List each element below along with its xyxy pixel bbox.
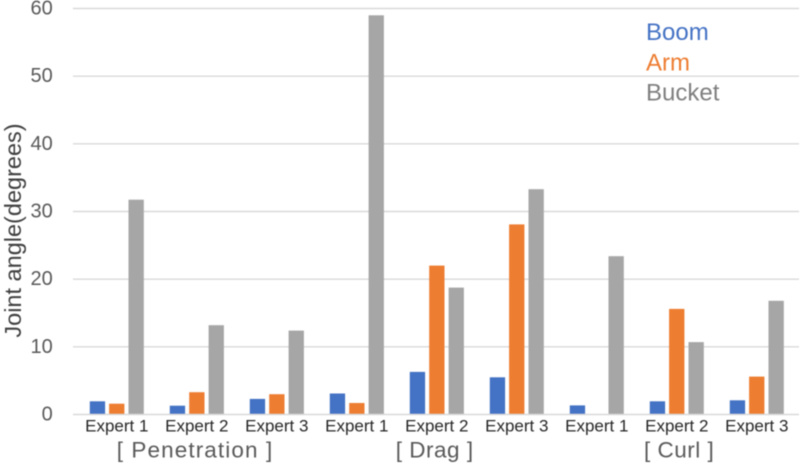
svg-text:Expert 2: Expert 2 [405, 417, 468, 436]
svg-text:0: 0 [42, 404, 53, 426]
svg-text:[ Penetration ]: [ Penetration ] [117, 438, 274, 463]
svg-text:Expert 3: Expert 3 [725, 417, 788, 436]
svg-text:20: 20 [31, 268, 53, 290]
svg-text:Expert 2: Expert 2 [165, 417, 228, 436]
svg-text:40: 40 [31, 133, 53, 155]
svg-text:Expert 3: Expert 3 [485, 417, 548, 436]
svg-text:Expert 1: Expert 1 [85, 417, 148, 436]
svg-text:[ Drag ]: [ Drag ] [396, 438, 474, 463]
svg-text:Expert 3: Expert 3 [245, 417, 308, 436]
svg-text:60: 60 [31, 0, 53, 20]
svg-text:Expert 1: Expert 1 [325, 417, 388, 436]
svg-text:Joint angle(degrees): Joint angle(degrees) [0, 123, 26, 337]
svg-text:Expert 2: Expert 2 [645, 417, 708, 436]
svg-text:Bucket: Bucket [646, 79, 720, 106]
svg-text:Boom: Boom [646, 19, 709, 46]
svg-text:[ Curl ]: [ Curl ] [644, 438, 714, 463]
svg-text:Expert 1: Expert 1 [565, 417, 628, 436]
svg-text:10: 10 [31, 336, 53, 358]
svg-text:50: 50 [31, 65, 53, 87]
svg-text:Arm: Arm [646, 49, 690, 76]
svg-text:30: 30 [31, 201, 53, 223]
